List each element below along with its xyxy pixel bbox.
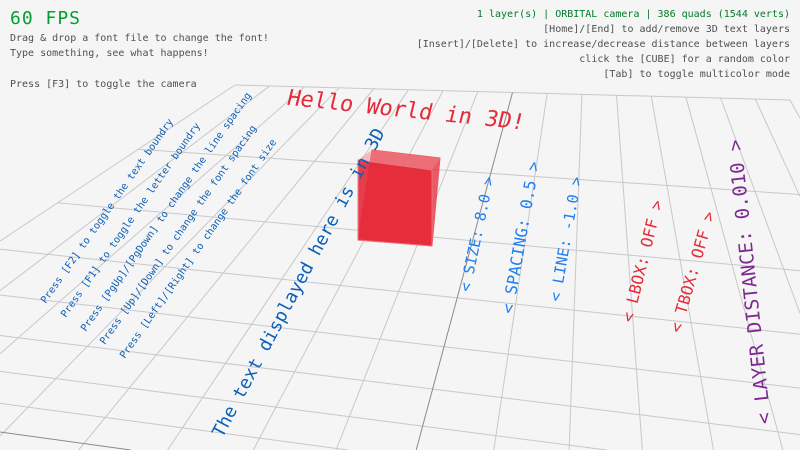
grid-line <box>415 92 513 450</box>
help-line: Type something, see what happens! <box>10 48 209 59</box>
grid-line <box>0 334 800 436</box>
grid-line <box>78 88 375 450</box>
grid-line <box>568 94 583 450</box>
grid-line <box>0 431 131 450</box>
grid-line <box>0 85 270 292</box>
help-line: Press [F3] to toggle the camera <box>10 79 197 90</box>
control-hint: [Insert]/[Delete] to increase/decrease d… <box>416 39 790 50</box>
grid-line <box>685 97 784 450</box>
help-line: Drag & drop a font file to change the fo… <box>10 33 269 44</box>
control-hint: [Tab] to toggle multicolor mode <box>603 69 790 80</box>
grid-line <box>0 87 340 437</box>
control-hint: [Home]/[End] to add/remove 3D text layer… <box>543 24 790 35</box>
grid-line <box>252 90 444 450</box>
control-hint: click the [CUBE] for a random color <box>579 54 790 65</box>
grid-line <box>754 98 800 197</box>
grid-line <box>493 93 548 450</box>
grid-line <box>138 148 800 196</box>
grid-line <box>0 402 348 450</box>
fps-counter: 60 FPS <box>10 8 82 29</box>
grid-line <box>335 91 479 450</box>
grid-line <box>0 86 305 355</box>
grid-line <box>0 370 607 450</box>
status-text: 1 layer(s) | ORBITAL camera | 386 quads … <box>476 9 790 20</box>
grid-line <box>0 294 800 389</box>
grid-line <box>789 99 800 119</box>
grid-line <box>616 95 643 450</box>
grid-line <box>650 96 714 450</box>
grid-line <box>0 248 800 335</box>
grid-line <box>0 84 236 242</box>
grid-line <box>720 97 800 314</box>
grid-line <box>167 89 409 450</box>
